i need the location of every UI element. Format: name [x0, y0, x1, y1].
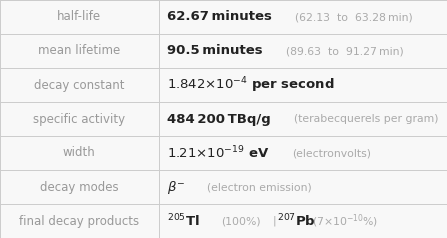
Text: half-life: half-life	[57, 10, 101, 24]
Text: decay modes: decay modes	[40, 180, 118, 193]
Text: (electronvolts): (electronvolts)	[293, 148, 371, 158]
Text: (electron emission): (electron emission)	[207, 182, 312, 192]
Text: 484 200 TBq/g: 484 200 TBq/g	[167, 113, 270, 125]
Text: decay constant: decay constant	[34, 79, 125, 91]
Text: mean lifetime: mean lifetime	[38, 45, 121, 58]
Text: final decay products: final decay products	[19, 214, 139, 228]
Text: 90.5 minutes: 90.5 minutes	[167, 45, 262, 58]
Text: specific activity: specific activity	[33, 113, 126, 125]
Text: 62.67 minutes: 62.67 minutes	[167, 10, 272, 24]
Text: $\beta^{-}$: $\beta^{-}$	[167, 178, 185, 195]
Text: (89.63  to  91.27 min): (89.63 to 91.27 min)	[286, 46, 404, 56]
Text: width: width	[63, 147, 96, 159]
Text: $(7{\times}10^{-10}\%)$: $(7{\times}10^{-10}\%)$	[312, 212, 378, 230]
Text: (62.13  to  63.28 min): (62.13 to 63.28 min)	[295, 12, 413, 22]
Text: $^{205}$Tl: $^{205}$Tl	[167, 213, 199, 229]
Text: $^{207}$Pb: $^{207}$Pb	[277, 213, 316, 229]
Text: |: |	[273, 216, 276, 226]
Text: $1.842{\times}10^{-4}$ per second: $1.842{\times}10^{-4}$ per second	[167, 75, 334, 95]
Text: (terabecquerels per gram): (terabecquerels per gram)	[294, 114, 439, 124]
Text: $1.21{\times}10^{-19}$ eV: $1.21{\times}10^{-19}$ eV	[167, 145, 269, 161]
Text: (100%): (100%)	[221, 216, 261, 226]
